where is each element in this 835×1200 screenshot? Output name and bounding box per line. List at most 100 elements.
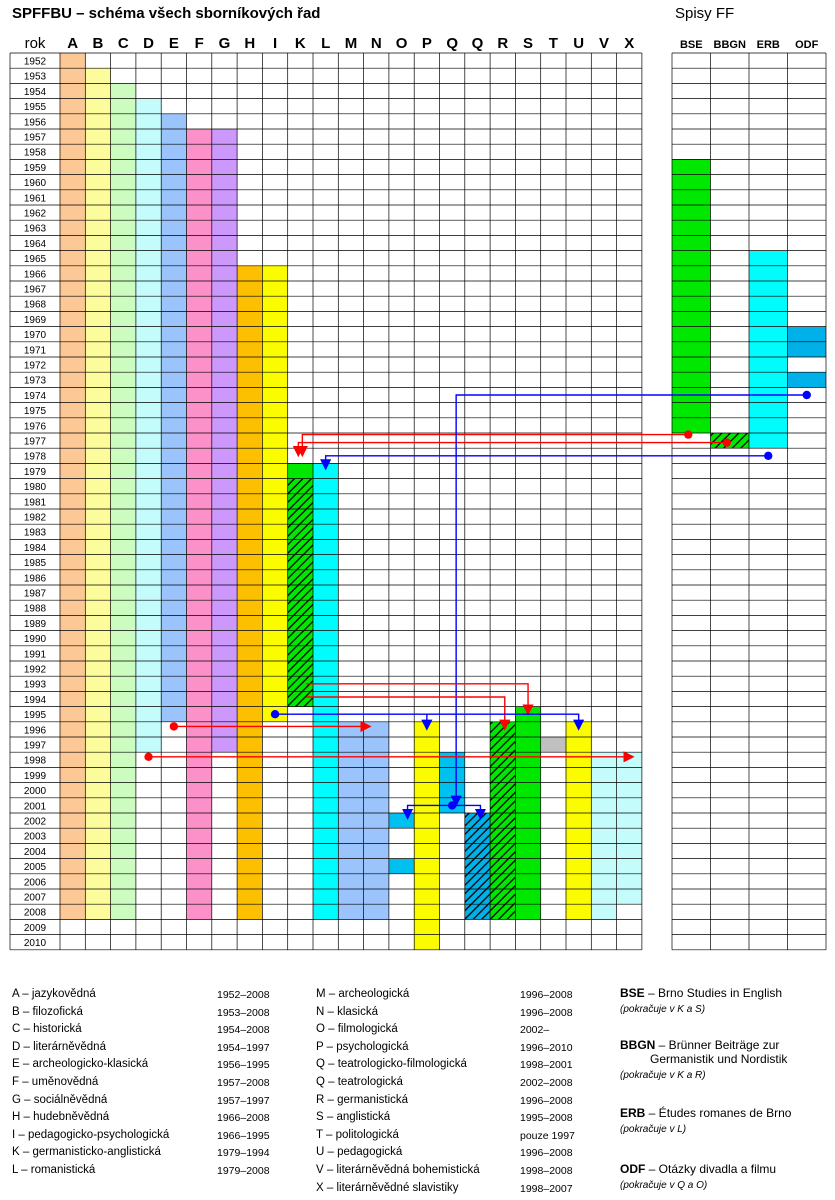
continuation-dot [764,451,773,460]
column-header: T [549,35,558,52]
spisy-legend-item: BBGN – Brünner Beiträge zur Germanistik u… [620,1038,835,1081]
continuation-dot [447,801,457,810]
year-label: 1987 [24,589,47,600]
legend-item: C – historická [12,1023,82,1036]
legend-years: 1954–2008 [217,1024,270,1037]
series-bar-hatch [464,813,491,920]
legend-item: M – archeologická [316,988,410,1000]
year-label: 2006 [24,877,47,888]
column-header: L [321,35,330,52]
year-label: 1971 [24,345,47,356]
column-header: X [624,35,634,52]
legend-years: 1957–1997 [217,1094,270,1107]
spisy-bar [787,372,826,388]
continuation-dot [169,722,179,731]
series-bar [60,53,86,920]
year-label: 1977 [24,437,47,448]
year-label: 1963 [24,224,47,235]
year-label: 1954 [24,87,47,98]
legend-item: Q – teatrologicko-filmologická [316,1058,467,1071]
legend-item: G – sociálněvědná [12,1093,108,1106]
row-header: rok [25,35,46,52]
spisy-legend-item: ODF – Otázky divadla a filmu (pokračuje v… [620,1162,835,1191]
legend-years: 1956–1995 [217,1059,270,1072]
legend-item: H – hudebněvědná [12,1111,110,1124]
legend-item: X – literárněvědné slavistiky [316,1181,459,1194]
year-label: 1975 [24,406,47,417]
spisy-name: – Brno Studies in English [644,986,783,1000]
series-bar [414,721,440,950]
year-label: 1952 [24,57,47,68]
column-header: K [295,35,306,52]
legend-years: 1996–2008 [520,1147,573,1160]
spisy-column-header: BBGN [714,39,746,51]
year-label: 1986 [24,573,47,584]
year-label: 1982 [24,513,47,524]
spisy-note: (pokračuje v K a S) [620,1004,706,1015]
year-label: 1989 [24,619,47,630]
year-label: 1972 [24,361,47,372]
year-label: 1956 [24,117,47,128]
legend-years: 1952–2008 [217,989,270,1001]
year-label: 1958 [24,148,47,159]
year-label: 2009 [24,923,47,934]
series-bar [540,737,566,753]
column-header: D [143,35,154,52]
legend-item: I – pedagogicko-psychologická [12,1128,170,1141]
series-bar [211,129,238,753]
column-header: Q [446,35,458,52]
spisy-abbr: BSE [620,986,645,1000]
year-label: 1990 [24,634,47,645]
legend-years: 1998–2008 [520,1165,573,1177]
legend-item: F – uměnovědná [12,1076,99,1088]
continuation-arrow [306,683,534,716]
year-label: 1966 [24,269,47,280]
legend-item: S – anglistická [316,1111,391,1124]
column-header: O [396,35,408,52]
spisy-title: Spisy FF [675,5,734,22]
year-label: 2003 [24,832,47,843]
continuation-arrow [320,455,769,471]
legend-item: N – klasická [316,1005,378,1018]
year-label: 2007 [24,893,47,904]
legend-years: 1998–2001 [520,1059,573,1072]
column-header: E [169,35,179,52]
legend-years: 1996–2008 [520,1006,573,1019]
legend-years: 2002– [520,1024,550,1037]
continuation-dot [144,752,153,761]
year-label: 1967 [24,285,47,296]
year-label: 1955 [24,102,47,113]
spisy-name-cont: Germanistik und Nordistik [650,1052,788,1066]
column-header: U [573,35,584,52]
legend-years: 1995–2008 [520,1112,573,1125]
year-label: 1960 [24,178,47,189]
legend-years: 1998–2007 [520,1182,573,1195]
year-label: 1996 [24,725,47,736]
series-bar [388,858,415,874]
year-label: 1997 [24,741,47,752]
year-label: 1995 [24,710,47,721]
year-label: 1969 [24,315,47,326]
legend-item: E – archeologicko-klasická [12,1058,149,1071]
year-label: 1968 [24,300,47,311]
legend-years: 1996–2008 [520,1094,573,1107]
column-header: N [371,35,382,52]
year-label: 1991 [24,649,47,660]
year-label: 2000 [24,786,47,797]
continuation-arrow [450,394,807,807]
legend-years: 1966–2008 [217,1112,270,1125]
continuation-dot [270,710,280,719]
year-label: 1965 [24,254,47,265]
column-header: S [523,35,533,52]
series-bar [338,721,364,920]
column-header: R [497,35,508,52]
column-header: G [219,35,231,52]
legend-years: 1957–2008 [217,1077,270,1089]
year-label: 1976 [24,421,47,432]
spisy-column-header: BSE [680,39,703,51]
spisy-name: – Otázky divadla a filmu [645,1162,777,1176]
legend-item: U – pedagogická [316,1146,403,1159]
spisy-name: – Brünner Beiträge zur [655,1038,780,1052]
year-label: 1979 [24,467,47,478]
series-bar [591,752,617,920]
